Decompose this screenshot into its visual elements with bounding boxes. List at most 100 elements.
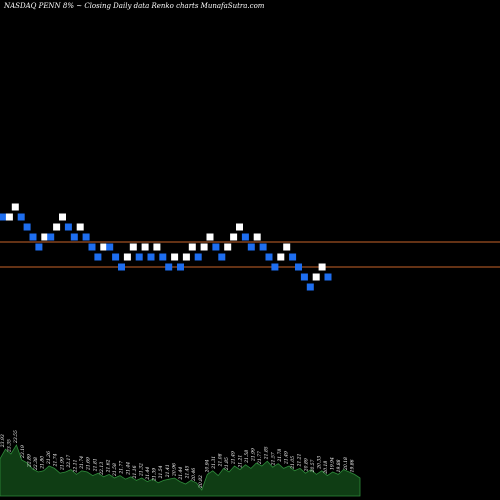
renko-brick-down <box>0 213 7 221</box>
volume-value-label: 21.80 <box>40 456 46 470</box>
volume-value-label: 21.78 <box>277 449 283 463</box>
renko-brick-up <box>230 233 238 241</box>
volume-value-label: 21.49 <box>284 451 290 465</box>
volume-value-label: 21.44 <box>178 467 184 481</box>
renko-brick-down <box>159 253 167 261</box>
volume-value-label: 22.13 <box>99 462 105 476</box>
volume-value-label: 19.86 <box>349 459 355 472</box>
volume-value-label: 20.18 <box>323 461 329 475</box>
renko-brick-down <box>88 243 96 251</box>
renko-brick-down <box>177 263 184 271</box>
volume-value-label: 20.89 <box>303 458 309 472</box>
chart-title: NASDAQ PENN 8% ~ Closing Daily data Renk… <box>3 2 265 10</box>
renko-brick-up <box>129 243 137 251</box>
renko-brick-down <box>23 223 31 231</box>
volume-area <box>0 444 361 497</box>
volume-value-label: 22.17 <box>66 455 72 469</box>
volume-value-label: 20.33 <box>316 456 322 470</box>
renko-brick-up <box>76 223 84 231</box>
renko-brick-down <box>247 243 255 251</box>
volume-value-label: 21.69 <box>86 457 92 471</box>
volume-value-label: 21.77 <box>257 451 263 465</box>
renko-brick-up <box>188 243 196 251</box>
volume-value-label: 22.11 <box>73 460 79 474</box>
renko-brick-down <box>70 233 78 241</box>
renko-brick-down <box>35 243 43 251</box>
renko-brick-up <box>224 243 232 251</box>
volume-value-label: 21.74 <box>79 456 85 470</box>
volume-value-label: 21.31 <box>211 456 217 470</box>
reference-lines <box>0 241 500 268</box>
volume-value-label: 19.88 <box>336 459 342 472</box>
renko-brick-down <box>82 233 90 241</box>
renko-brick-down <box>118 263 125 271</box>
renko-brick-up <box>153 243 161 251</box>
renko-brick-down <box>259 243 267 251</box>
volume-value-label: 21.57 <box>270 452 276 466</box>
volume-value-label: 21.58 <box>244 450 250 464</box>
renko-brick-down <box>265 253 273 261</box>
volume-value-label: 19.94 <box>330 457 336 470</box>
volume-value-label: 21.08 <box>218 453 224 467</box>
volume-value-label: 21.26 <box>46 451 52 465</box>
renko-brick-down <box>218 253 226 261</box>
renko-brick-down <box>165 263 173 271</box>
renko-brick-down <box>64 223 72 231</box>
renko-bricks <box>0 203 332 291</box>
renko-brick-down <box>112 253 120 261</box>
volume-value-label: 20.82 <box>198 475 204 489</box>
volume-value-label: 21.39 <box>152 468 158 482</box>
renko-brick-down <box>271 263 279 271</box>
volume-value-label: 23.93 <box>0 434 6 448</box>
volume-value-label: 21.77 <box>119 461 125 475</box>
renko-brick-up <box>312 273 320 281</box>
renko-brick-up <box>100 243 108 251</box>
renko-brick-up <box>277 253 285 261</box>
volume-value-label: 23.19 <box>20 445 26 459</box>
volume-value-label: 20.94 <box>204 459 210 473</box>
volume-value-label: 21.74 <box>53 453 59 467</box>
renko-brick-down <box>295 263 302 271</box>
renko-brick-up <box>283 243 291 251</box>
volume-value-label: 23.55 <box>13 430 19 444</box>
volume-value-label: 21.32 <box>138 463 144 477</box>
volume-value-label: 21.41 <box>165 464 171 478</box>
volume-value-label: 20.57 <box>310 459 316 473</box>
renko-brick-up <box>206 233 214 241</box>
renko-brick-down <box>135 253 143 261</box>
volume-value-label: 21.44 <box>145 467 151 481</box>
volume-value-label: 21.62 <box>106 459 112 473</box>
volume-value-label: 20.96 <box>171 463 177 477</box>
renko-brick-up <box>53 223 61 231</box>
renko-brick-up <box>5 213 13 221</box>
volume-value-label: 21.99 <box>251 448 257 462</box>
renko-brick-down <box>194 253 202 261</box>
renko-brick-up <box>182 253 190 261</box>
renko-brick-up <box>41 233 49 241</box>
volume-value-label: 22.38 <box>33 457 39 471</box>
volume-value-label: 21.45 <box>185 465 191 479</box>
volume-value-label: 21.54 <box>158 465 164 479</box>
volume-value-label: 21.49 <box>231 451 237 465</box>
volume-value-label: 21.44 <box>125 462 131 476</box>
volume-value-label: 21.21 <box>297 454 303 468</box>
volume-value-label: 21.99 <box>59 457 65 471</box>
volume-value-label: 21.81 <box>92 458 98 472</box>
volume-value-label: 21.16 <box>132 465 138 479</box>
volume-value-label: 22.89 <box>26 454 32 468</box>
volume-value-label: 21.58 <box>112 463 118 477</box>
renko-brick-up <box>200 243 208 251</box>
renko-brick-down <box>300 273 308 281</box>
renko-brick-down <box>289 253 297 261</box>
renko-brick-up <box>253 233 261 241</box>
renko-brick-up <box>318 263 326 271</box>
renko-brick-down <box>29 233 37 241</box>
renko-brick-down <box>47 233 55 241</box>
renko-brick-up <box>123 253 131 261</box>
renko-brick-up <box>236 223 243 231</box>
volume-value-label: 20.46 <box>191 468 197 482</box>
renko-brick-down <box>106 243 114 251</box>
renko-brick-up <box>11 203 19 211</box>
